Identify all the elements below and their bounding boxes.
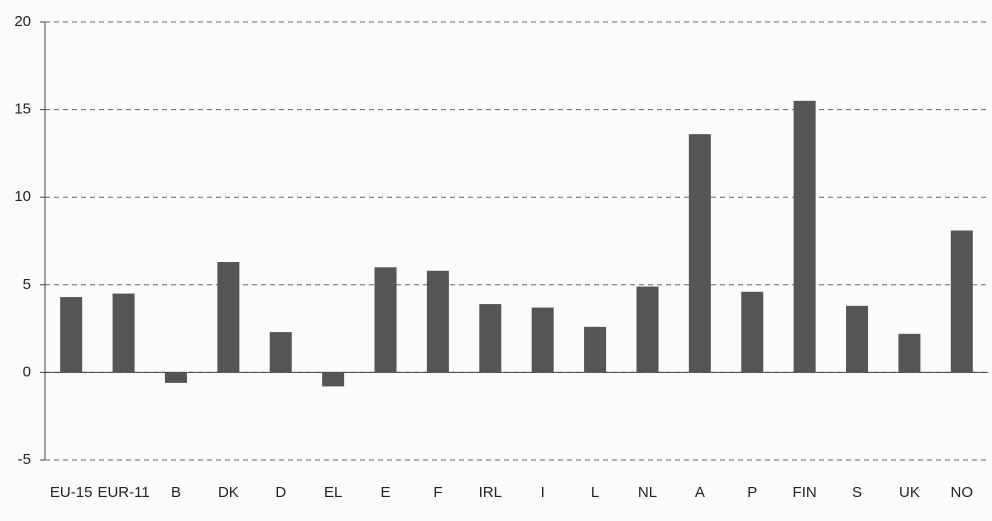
x-tick-label: DK (218, 484, 239, 501)
y-tick-label: 20 (14, 13, 31, 30)
y-tick-label: 0 (23, 363, 31, 380)
x-tick-label: S (852, 484, 862, 501)
bar (60, 297, 83, 373)
bar (950, 230, 973, 373)
x-tick-label: UK (899, 484, 920, 501)
bar (584, 326, 607, 373)
x-tick-label: EUR-11 (97, 484, 149, 501)
bar (741, 291, 764, 373)
y-tick-label: 5 (23, 276, 31, 293)
bar (846, 305, 869, 373)
bar (793, 100, 816, 373)
y-tick-label: 10 (14, 188, 31, 205)
bar (217, 262, 240, 373)
x-tick-label: E (381, 484, 391, 501)
x-tick-label: F (433, 484, 442, 501)
bar (164, 372, 187, 383)
x-tick-label: I (541, 484, 545, 501)
x-tick-label: D (275, 484, 286, 501)
x-tick-label: P (747, 484, 757, 501)
x-tick-label: NO (951, 484, 974, 501)
x-tick-label: L (591, 484, 599, 501)
x-tick-label: EL (324, 484, 342, 501)
bar (636, 286, 659, 373)
bar (426, 270, 449, 373)
x-tick-label: A (695, 484, 705, 501)
x-tick-label: FIN (793, 484, 817, 501)
bar (374, 267, 397, 373)
bar (322, 372, 345, 387)
y-tick-label: -5 (18, 451, 31, 468)
bar (898, 333, 921, 373)
x-tick-label: B (171, 484, 181, 501)
bar (112, 293, 135, 373)
bar (479, 304, 502, 373)
bar (531, 307, 554, 373)
bar (688, 134, 711, 373)
y-tick-label: 15 (14, 101, 31, 118)
x-tick-label: NL (638, 484, 657, 501)
x-tick-label: IRL (479, 484, 502, 501)
bar (269, 332, 292, 373)
x-tick-label: EU-15 (50, 484, 93, 501)
